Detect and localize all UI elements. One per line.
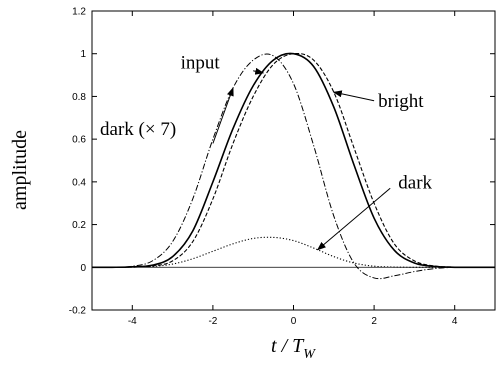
y-tick-label: 0.2: [72, 220, 86, 231]
y-axis-title: amplitude: [9, 130, 31, 210]
y-tick-label: 1.2: [72, 7, 86, 18]
x-axis-title: t / TW: [271, 335, 316, 362]
annotation-label: bright: [378, 91, 424, 112]
annotation-arrow: [332, 90, 375, 102]
y-tick-label: 0.4: [72, 177, 86, 188]
annotation-arrow: [212, 86, 234, 144]
y-tick-label: 1: [80, 49, 86, 60]
x-tick-label: 4: [452, 316, 458, 327]
y-tick-label: 0: [80, 263, 86, 274]
x-tick-label: -4: [128, 316, 137, 327]
x-tick-label: -2: [208, 316, 217, 327]
annotation-arrow: [253, 67, 265, 75]
annotation-arrow: [316, 187, 391, 251]
annotation-label: dark (× 7): [100, 119, 176, 140]
x-axis-title-main: t / T: [271, 335, 305, 357]
y-tick-label: 0.6: [72, 135, 86, 146]
y-tick-label: 0.8: [72, 92, 86, 103]
y-tick-label: -0.2: [69, 306, 87, 317]
series-line-solid: [91, 52, 495, 269]
annotation-label: dark: [398, 172, 432, 193]
x-tick-label: 0: [291, 316, 297, 327]
x-tick-label: 2: [371, 316, 377, 327]
series-line-dashed: [91, 52, 496, 268]
series-line-dotted: [91, 236, 495, 268]
annotation-label: input: [181, 53, 221, 74]
series-line-dashdot: [91, 53, 495, 280]
x-axis-title-sub: W: [303, 347, 316, 362]
